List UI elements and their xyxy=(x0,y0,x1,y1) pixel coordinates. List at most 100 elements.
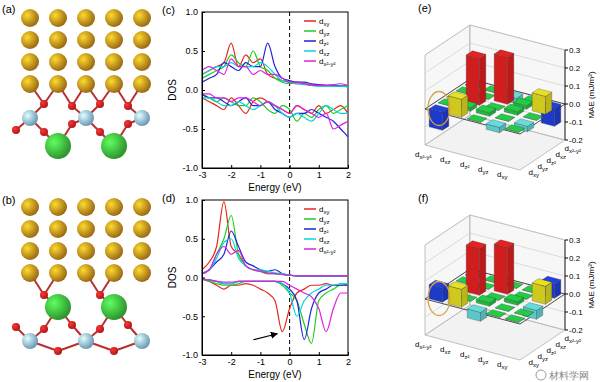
atom xyxy=(45,294,71,320)
y-axis-title: DOS xyxy=(167,266,178,288)
atom xyxy=(49,31,67,49)
tick-mark xyxy=(565,276,568,277)
frame xyxy=(202,200,348,355)
tick-mark xyxy=(202,90,205,91)
column-label: dxz xyxy=(556,340,566,350)
atom xyxy=(105,31,123,49)
bar xyxy=(467,305,487,322)
tick-label: 0.2 xyxy=(569,254,581,263)
tick-label: 0.5 xyxy=(185,234,198,244)
tick-label: 0 xyxy=(288,357,293,367)
tick-label: -2 xyxy=(228,170,236,180)
watermark-text: 材料学网 xyxy=(548,370,589,381)
tick-mark xyxy=(319,165,320,168)
column-label: dyz xyxy=(538,162,548,172)
tick: 0.0 xyxy=(185,273,205,283)
panel-label: (f) xyxy=(418,192,428,204)
tick-label: 0.1 xyxy=(569,82,581,91)
atom xyxy=(96,325,104,333)
bar-face xyxy=(480,244,486,295)
axis-line xyxy=(203,168,349,169)
bar-top xyxy=(495,114,515,122)
tick: 1 xyxy=(317,165,322,180)
bar xyxy=(429,105,449,131)
atom xyxy=(96,128,104,136)
atom xyxy=(133,220,151,238)
z-axis: -0.2-0.10.00.10.20.3 xyxy=(425,25,583,145)
bar xyxy=(532,279,552,305)
spin-up-line xyxy=(202,216,348,276)
atom xyxy=(77,264,95,282)
atom xyxy=(77,198,95,216)
column-label: dxy xyxy=(529,168,539,178)
row-label: dz² xyxy=(460,350,469,360)
bar xyxy=(448,282,468,308)
bar xyxy=(495,304,515,312)
bar-face xyxy=(494,54,507,104)
atom xyxy=(101,133,127,159)
legend-label: dz² xyxy=(319,225,328,235)
legend-swatch xyxy=(304,30,316,32)
atom xyxy=(68,102,76,110)
atom xyxy=(49,220,67,238)
legend-label: dxy xyxy=(319,205,329,215)
tick-mark xyxy=(290,165,291,168)
x-axis-title: Energy (eV) xyxy=(248,182,301,193)
legend-swatch xyxy=(304,60,316,62)
bar xyxy=(494,240,514,295)
bar-top xyxy=(532,279,552,287)
tick-label: -0.1 xyxy=(569,308,583,317)
atom xyxy=(134,110,150,126)
tick: 1 xyxy=(317,352,322,367)
bar-top xyxy=(486,120,506,128)
row-label: dx²-y² xyxy=(415,340,431,350)
bar xyxy=(476,295,496,306)
tick-label: -0.2 xyxy=(569,136,583,145)
atom xyxy=(133,198,151,216)
atom xyxy=(133,242,151,260)
atom xyxy=(40,100,48,108)
tick: -1.0 xyxy=(182,163,205,173)
bar-top xyxy=(505,125,525,133)
tick-mark xyxy=(202,12,205,13)
atom xyxy=(124,102,132,110)
bar-face xyxy=(466,55,479,105)
tick: -1 xyxy=(257,352,265,367)
z-axis-title: MAE (mJ/m²) xyxy=(587,71,596,118)
spin-up-line xyxy=(202,239,348,276)
reference-line xyxy=(289,12,290,168)
annotation-arrow xyxy=(253,334,277,340)
atom xyxy=(21,264,39,282)
panel-label: (b) xyxy=(2,194,15,206)
tick-label: 0.0 xyxy=(569,290,581,299)
tick-mark xyxy=(348,352,349,355)
tick-label: -0.5 xyxy=(182,312,198,322)
bar-face xyxy=(494,244,507,294)
legend: dxydyzdz²dxzdx²-y² xyxy=(304,17,335,67)
back-wall xyxy=(425,215,470,335)
bar-top xyxy=(486,310,506,318)
spin-down-line xyxy=(202,98,348,121)
atom xyxy=(133,264,151,282)
tick-label: -1 xyxy=(257,170,265,180)
atom xyxy=(105,198,123,216)
tick-mark xyxy=(565,312,568,313)
tick: 2 xyxy=(346,165,351,180)
tick: -2 xyxy=(228,352,236,367)
column-label: dx²-y² xyxy=(565,144,581,154)
tick-mark xyxy=(290,352,291,355)
tick-label: 2 xyxy=(346,357,351,367)
tick-mark xyxy=(565,86,568,87)
y-axis-title: DOS xyxy=(167,79,178,101)
spin-down-line xyxy=(202,279,348,343)
tick: 0 xyxy=(288,165,293,180)
legend-swatch xyxy=(304,50,316,52)
bar-face xyxy=(508,53,514,104)
atom xyxy=(101,294,127,320)
bar-top xyxy=(466,51,486,59)
tick: 0.5 xyxy=(185,46,205,56)
atom xyxy=(105,75,123,93)
tick: -2 xyxy=(228,165,236,180)
atom xyxy=(134,333,150,349)
chart: -3-2-1012-1.0-0.50.00.51.0Energy (eV)DOS… xyxy=(162,4,351,193)
